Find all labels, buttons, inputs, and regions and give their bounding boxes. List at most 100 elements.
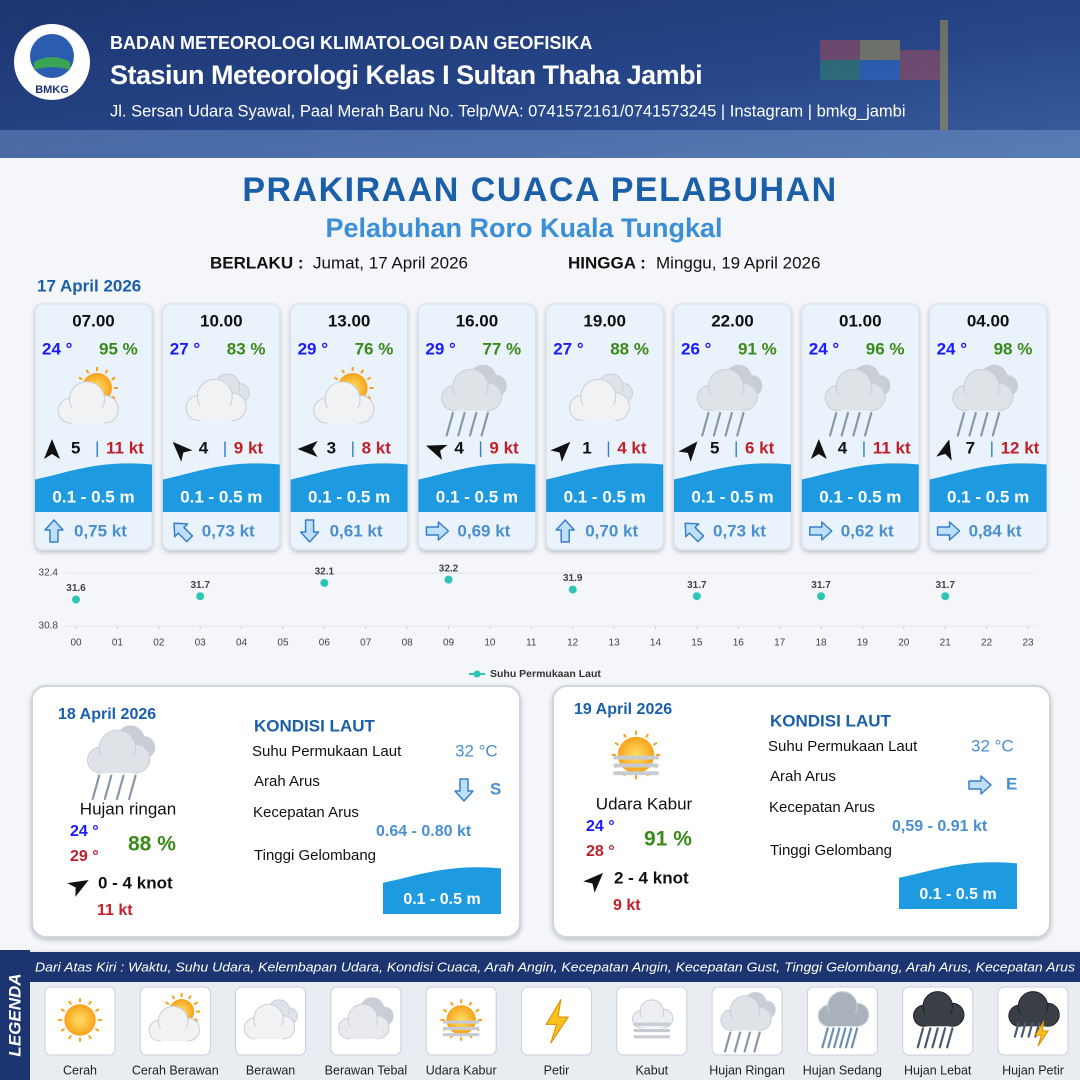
station-address: Jl. Sersan Udara Syawal, Paal Merah Baru… bbox=[110, 102, 906, 120]
forecast-time: 19.00 bbox=[583, 311, 626, 330]
weather-icon bbox=[313, 367, 375, 424]
cloud-part bbox=[326, 408, 361, 423]
current-arrow bbox=[684, 522, 705, 543]
wave-shape bbox=[929, 463, 1047, 512]
header-band bbox=[0, 0, 1080, 158]
separator: | bbox=[478, 438, 482, 457]
x-tick-label: 04 bbox=[236, 638, 248, 649]
wave-shape bbox=[383, 867, 501, 914]
separator: | bbox=[606, 438, 610, 457]
rain-drop bbox=[1013, 1022, 1020, 1038]
cloud-part bbox=[254, 1026, 284, 1039]
rain-drop bbox=[723, 1031, 732, 1053]
sun-ray bbox=[104, 369, 109, 374]
sun-ray bbox=[475, 1008, 480, 1013]
wave-shape bbox=[418, 463, 536, 512]
sun-ray bbox=[468, 1001, 473, 1007]
rain-drop bbox=[916, 1027, 925, 1049]
gust-speed: 12 kt bbox=[1001, 438, 1040, 457]
weather-icon bbox=[148, 993, 201, 1042]
sst-point bbox=[72, 595, 80, 604]
gust-speed: 8 kt bbox=[362, 438, 392, 457]
valid-from-label: BERLAKU : bbox=[210, 253, 304, 272]
air-temperature: 27 ° bbox=[553, 339, 584, 358]
rain-drop bbox=[724, 411, 733, 437]
legend-item: Cerah Berawan bbox=[132, 1063, 219, 1077]
rain-drop bbox=[840, 411, 850, 437]
sun-ray bbox=[623, 733, 627, 739]
data-label: 31.7 bbox=[687, 580, 707, 591]
separator: | bbox=[734, 438, 738, 457]
legend-item: Berawan Tebal bbox=[325, 1063, 407, 1077]
weather-icon bbox=[1008, 991, 1060, 1047]
x-tick-label: 00 bbox=[70, 638, 82, 649]
panel-humidity: 88 % bbox=[128, 833, 176, 856]
valid-to: Minggu, 19 April 2026 bbox=[656, 253, 820, 272]
legend-description: Dari Atas Kiri : Waktu, Suhu Udara, Kele… bbox=[35, 959, 1076, 974]
sun-ray bbox=[94, 1028, 100, 1032]
sun-ray bbox=[88, 1034, 92, 1040]
sea-title: KONDISI LAUT bbox=[254, 716, 376, 735]
x-tick-label: 02 bbox=[153, 638, 165, 649]
rain-drop bbox=[128, 774, 137, 801]
wave-shape bbox=[546, 463, 664, 512]
sst-point bbox=[692, 592, 701, 601]
weather-icon bbox=[952, 364, 1019, 437]
current-arrow bbox=[44, 519, 64, 543]
x-tick-label: 01 bbox=[112, 638, 124, 649]
header-decoration bbox=[0, 20, 1080, 158]
sun-ray bbox=[68, 1034, 72, 1040]
panel-wind: 0 - 4 knot bbox=[98, 873, 173, 892]
wave-height: 0.1 - 0.5 m bbox=[308, 487, 390, 506]
legend-item: Hujan Ringan bbox=[709, 1063, 785, 1077]
sun-ray bbox=[645, 733, 649, 739]
x-tick-label: 21 bbox=[940, 638, 952, 649]
sun-ray bbox=[614, 742, 620, 746]
logo-land bbox=[34, 57, 70, 70]
weather-icon bbox=[440, 999, 482, 1041]
sun-ray bbox=[111, 376, 116, 381]
legend-item: Udara Kabur bbox=[426, 1063, 497, 1077]
wind-speed: 4 bbox=[199, 438, 209, 457]
rain-drop bbox=[828, 411, 838, 437]
air-temperature: 27 ° bbox=[170, 339, 201, 358]
wind-speed: 5 bbox=[71, 438, 80, 457]
wave-height: 0.1 - 0.5 m bbox=[691, 487, 773, 506]
current-speed: 0,73 kt bbox=[202, 521, 255, 540]
weather-icon bbox=[57, 367, 119, 424]
sun bbox=[617, 736, 655, 774]
humidity: 95 % bbox=[99, 339, 138, 358]
panel-date: 18 April 2026 bbox=[58, 706, 156, 723]
air-temperature: 24 ° bbox=[809, 339, 840, 358]
cloud-part bbox=[159, 1028, 188, 1041]
sun-ray bbox=[449, 1001, 454, 1007]
forecast-time: 01.00 bbox=[839, 311, 882, 330]
rain-drop bbox=[991, 411, 1001, 437]
gust-speed: 6 kt bbox=[745, 438, 775, 457]
panel-wind: 2 - 4 knot bbox=[614, 868, 689, 887]
rain-drop bbox=[115, 774, 125, 801]
x-tick-label: 05 bbox=[277, 638, 289, 649]
wind-arrow bbox=[67, 880, 89, 897]
valid-from: Jumat, 17 April 2026 bbox=[313, 253, 468, 272]
humidity: 98 % bbox=[994, 339, 1033, 358]
current-dir: S bbox=[490, 779, 501, 798]
current-dir: E bbox=[1006, 774, 1017, 793]
humidity: 77 % bbox=[482, 339, 521, 358]
cloud-part bbox=[100, 757, 136, 773]
humidity: 96 % bbox=[866, 339, 905, 358]
wave-label: Tinggi Gelombang bbox=[254, 847, 376, 864]
forecast-time: 13.00 bbox=[328, 311, 371, 330]
wave-height: 0.1 - 0.5 m bbox=[819, 487, 901, 506]
current-arrow bbox=[299, 519, 320, 543]
sun-ray bbox=[60, 1028, 66, 1032]
wind-arrow bbox=[810, 439, 827, 459]
x-tick-label: 11 bbox=[526, 638, 537, 649]
data-label: 31.9 bbox=[563, 573, 583, 584]
forecast-time: 04.00 bbox=[967, 311, 1010, 330]
sst-point bbox=[941, 592, 950, 601]
wave-shape bbox=[162, 463, 280, 512]
x-tick-label: 07 bbox=[360, 638, 372, 649]
rain-drop bbox=[821, 1027, 829, 1049]
wind-arrow bbox=[583, 872, 604, 893]
